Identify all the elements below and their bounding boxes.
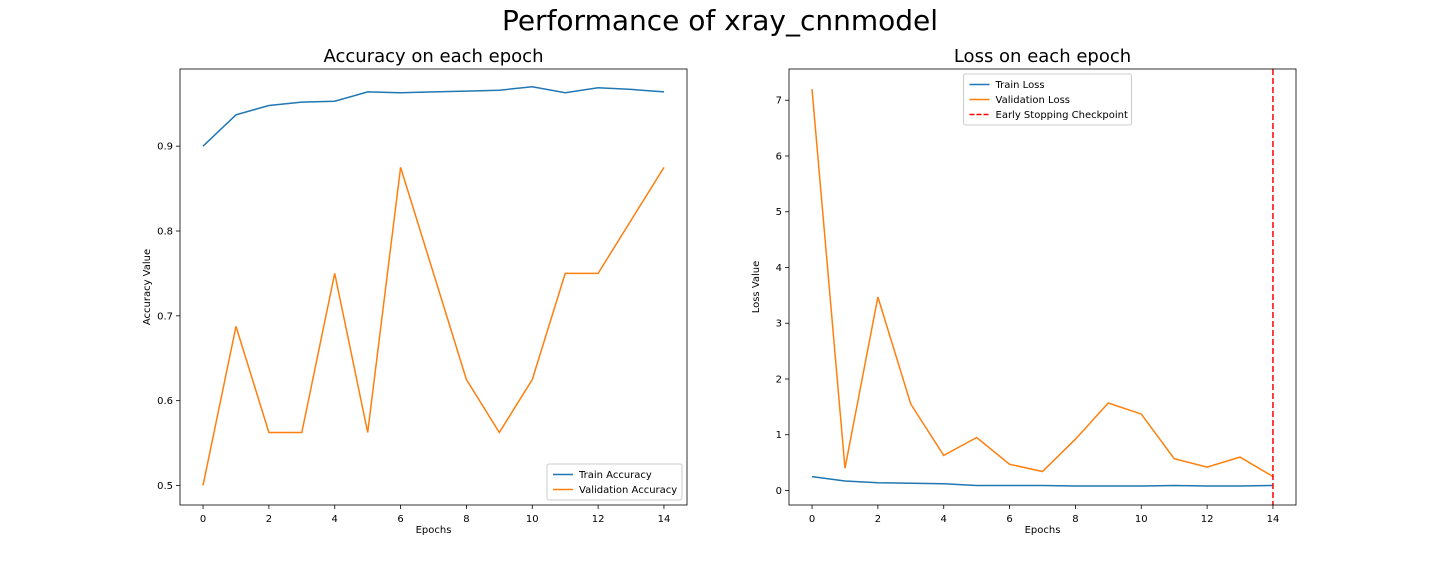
plot-frame (179, 68, 688, 506)
legend-label-1: Validation Accuracy (579, 485, 677, 496)
legend-box (546, 463, 683, 501)
y-tick-label: 0.8 (157, 227, 173, 238)
x-tick-label: 8 (1072, 514, 1078, 525)
series-line-0 (202, 86, 665, 147)
x-tick-label: 4 (332, 514, 338, 525)
y-tick-label: 4 (776, 263, 782, 274)
y-tick-label: 0.9 (157, 142, 173, 153)
y-tick-label: 2 (776, 374, 782, 385)
x-tick-label: 6 (1006, 514, 1012, 525)
x-axis-label: Epochs (416, 525, 452, 536)
y-tick-label: 1 (776, 430, 782, 441)
x-tick-label: 8 (463, 514, 469, 525)
x-tick-label: 10 (526, 514, 539, 525)
chart-title: Loss on each epoch (954, 46, 1131, 67)
y-tick-label: 0.5 (157, 481, 173, 492)
x-tick-label: 14 (1267, 514, 1280, 525)
y-tick-label: 6 (776, 151, 782, 162)
x-tick-label: 2 (266, 514, 272, 525)
legend-label-1: Validation Loss (996, 95, 1071, 106)
y-tick-label: 5 (776, 207, 782, 218)
x-tick-label: 12 (1201, 514, 1214, 525)
y-tick-label: 0.6 (157, 396, 173, 407)
chart-title: Accuracy on each epoch (324, 46, 544, 67)
x-tick-label: 0 (809, 514, 815, 525)
x-tick-label: 0 (200, 514, 206, 525)
series-line-0 (811, 475, 1274, 487)
figure-title: Performance of xray_cnnmodel (501, 4, 939, 37)
legend-label-0: Train Accuracy (578, 470, 652, 481)
x-tick-label: 12 (592, 514, 605, 525)
y-tick-label: 0.7 (157, 311, 173, 322)
y-tick-label: 0 (776, 486, 782, 497)
x-tick-label: 4 (941, 514, 947, 525)
y-axis-label: Accuracy Value (142, 249, 153, 325)
legend-box (963, 73, 1132, 126)
series-line-1 (202, 167, 665, 486)
y-tick-label: 3 (776, 319, 782, 330)
x-tick-label: 14 (658, 514, 671, 525)
accuracy-chart: Accuracy on each epoch 0 2 4 6 8 10 12 14 0.5 0.6 0… (142, 46, 688, 536)
x-axis-label: Epochs (1025, 525, 1061, 536)
legend-label-0: Train Loss (995, 80, 1045, 91)
legend-label-2: Early Stopping Checkpoint (996, 110, 1129, 121)
y-axis-label: Loss Value (751, 261, 762, 314)
plot-frame (788, 68, 1297, 506)
y-tick-label: 7 (776, 96, 782, 107)
series-line-1 (811, 89, 1274, 478)
x-tick-label: 10 (1135, 514, 1148, 525)
x-tick-label: 2 (875, 514, 881, 525)
x-tick-label: 6 (397, 514, 403, 525)
